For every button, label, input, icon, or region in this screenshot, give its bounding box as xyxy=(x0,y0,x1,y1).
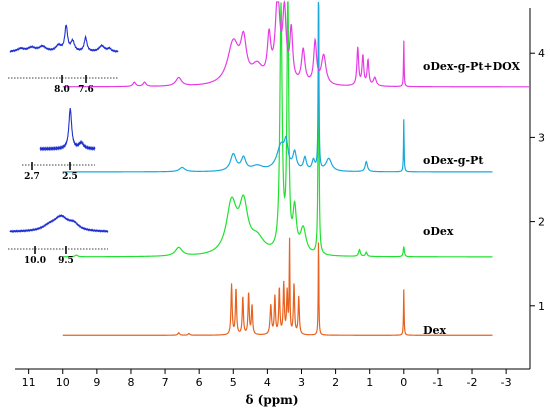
x-axis-title: δ (ppm) xyxy=(245,393,298,407)
x-tick-label-0: 11 xyxy=(22,376,36,389)
y-tick-label-1: 2 xyxy=(538,216,545,229)
series-labels: Dex oDex oDex-g-Pt oDex-g-Pt+DOX xyxy=(423,60,521,337)
insets-group: 8.0 7.6 2.7 2.5 10.0 9.5 xyxy=(8,24,119,266)
inset-0: 8.0 7.6 xyxy=(8,24,119,95)
y-tick-label-3: 4 xyxy=(538,47,545,60)
inset-0-tick-label-1: 7.6 xyxy=(78,85,94,95)
x-tick-label-4: 7 xyxy=(162,376,169,389)
spectrum-line-1 xyxy=(62,1,493,258)
inset-2: 10.0 9.5 xyxy=(8,213,109,266)
inset-spectrum-1 xyxy=(39,107,96,152)
series-label-2: oDex-g-Pt xyxy=(423,154,484,167)
y-tick-label-0: 1 xyxy=(538,300,545,313)
x-tick-label-14: -3 xyxy=(501,376,512,389)
inset-1-tick-label-0: 2.7 xyxy=(24,172,40,182)
series-label-1: oDex xyxy=(423,225,454,238)
inset-1-tick-label-1: 2.5 xyxy=(62,172,78,182)
x-tick-label-11: 0 xyxy=(400,376,407,389)
spectrum-line-0 xyxy=(62,237,493,336)
x-axis-ticks: 11 10 9 8 7 6 5 4 3 2 1 0 -1 -2 -3 xyxy=(22,369,512,389)
x-tick-label-9: 2 xyxy=(332,376,339,389)
x-tick-label-10: 1 xyxy=(366,376,373,389)
x-tick-label-7: 4 xyxy=(264,376,271,389)
spectrum-line-3 xyxy=(62,0,530,88)
spectra-group xyxy=(62,0,530,336)
x-tick-label-12: -1 xyxy=(432,376,443,389)
inset-spectrum-2 xyxy=(9,213,109,234)
inset-2-tick-label-1: 9.5 xyxy=(58,256,74,266)
x-tick-label-3: 8 xyxy=(127,376,134,389)
series-label-0: Dex xyxy=(423,324,447,337)
inset-0-tick-label-0: 8.0 xyxy=(54,85,70,95)
inset-2-tick-label-0: 10.0 xyxy=(24,256,46,266)
y-tick-label-2: 3 xyxy=(538,131,545,144)
x-tick-label-2: 9 xyxy=(93,376,100,389)
x-tick-label-5: 6 xyxy=(196,376,203,389)
inset-1: 2.7 2.5 xyxy=(22,107,96,182)
y-axis-ticks: 1 2 3 4 xyxy=(530,47,545,313)
inset-spectrum-0 xyxy=(9,24,119,53)
x-tick-label-1: 10 xyxy=(56,376,70,389)
x-tick-label-6: 5 xyxy=(230,376,237,389)
spectrum-line-2 xyxy=(62,1,493,173)
x-tick-label-8: 3 xyxy=(298,376,305,389)
x-tick-label-13: -2 xyxy=(467,376,478,389)
series-label-3: oDex-g-Pt+DOX xyxy=(423,60,521,73)
